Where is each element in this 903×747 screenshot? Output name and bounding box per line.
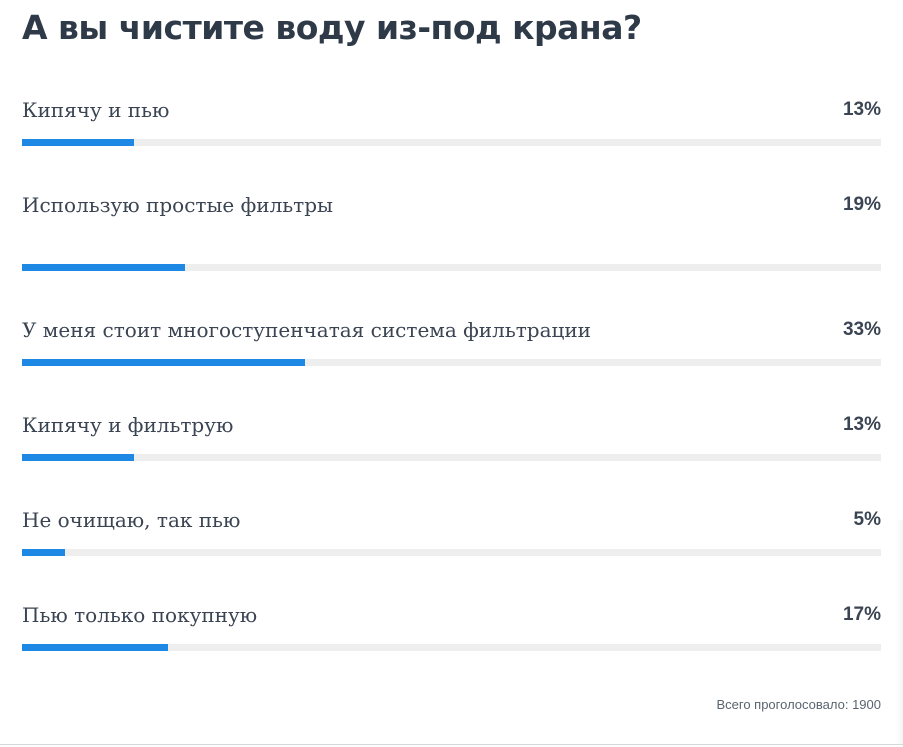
option-label: У меня стоит многоступенчатая система фи…	[22, 318, 592, 342]
result-bar-track	[22, 549, 881, 556]
result-bar-fill	[22, 264, 186, 271]
poll-title: А вы чистите воду из-под крана?	[22, 8, 642, 47]
option-percent: 33%	[842, 319, 881, 340]
option-label: Кипячу и фильтрую	[22, 413, 234, 437]
option-percent: 5%	[853, 509, 881, 530]
result-bar-fill	[22, 644, 169, 651]
result-bar-fill	[22, 549, 65, 556]
option-label: Использую простые фильтры	[22, 193, 333, 217]
result-bar-fill	[22, 139, 134, 146]
result-bar-track	[22, 359, 881, 366]
result-bar-track	[22, 264, 881, 271]
result-bar-fill	[22, 359, 306, 366]
total-votes: Всего проголосовало: 1900	[716, 697, 881, 712]
result-bar-track	[22, 454, 881, 461]
option-label: Не очищаю, так пью	[22, 508, 241, 532]
result-bar-track	[22, 644, 881, 651]
option-label: Пью только покупную	[22, 603, 258, 627]
bottom-divider	[0, 744, 903, 745]
option-label: Кипячу и пью	[22, 98, 170, 122]
poll-widget: А вы чистите воду из-под крана? Кипячу и…	[22, 0, 881, 747]
result-bar-fill	[22, 454, 134, 461]
option-percent: 13%	[842, 414, 881, 435]
edge-shadow	[895, 520, 903, 744]
result-bar-track	[22, 139, 881, 146]
option-percent: 17%	[842, 604, 881, 625]
option-percent: 19%	[842, 194, 881, 215]
option-percent: 13%	[842, 99, 881, 120]
